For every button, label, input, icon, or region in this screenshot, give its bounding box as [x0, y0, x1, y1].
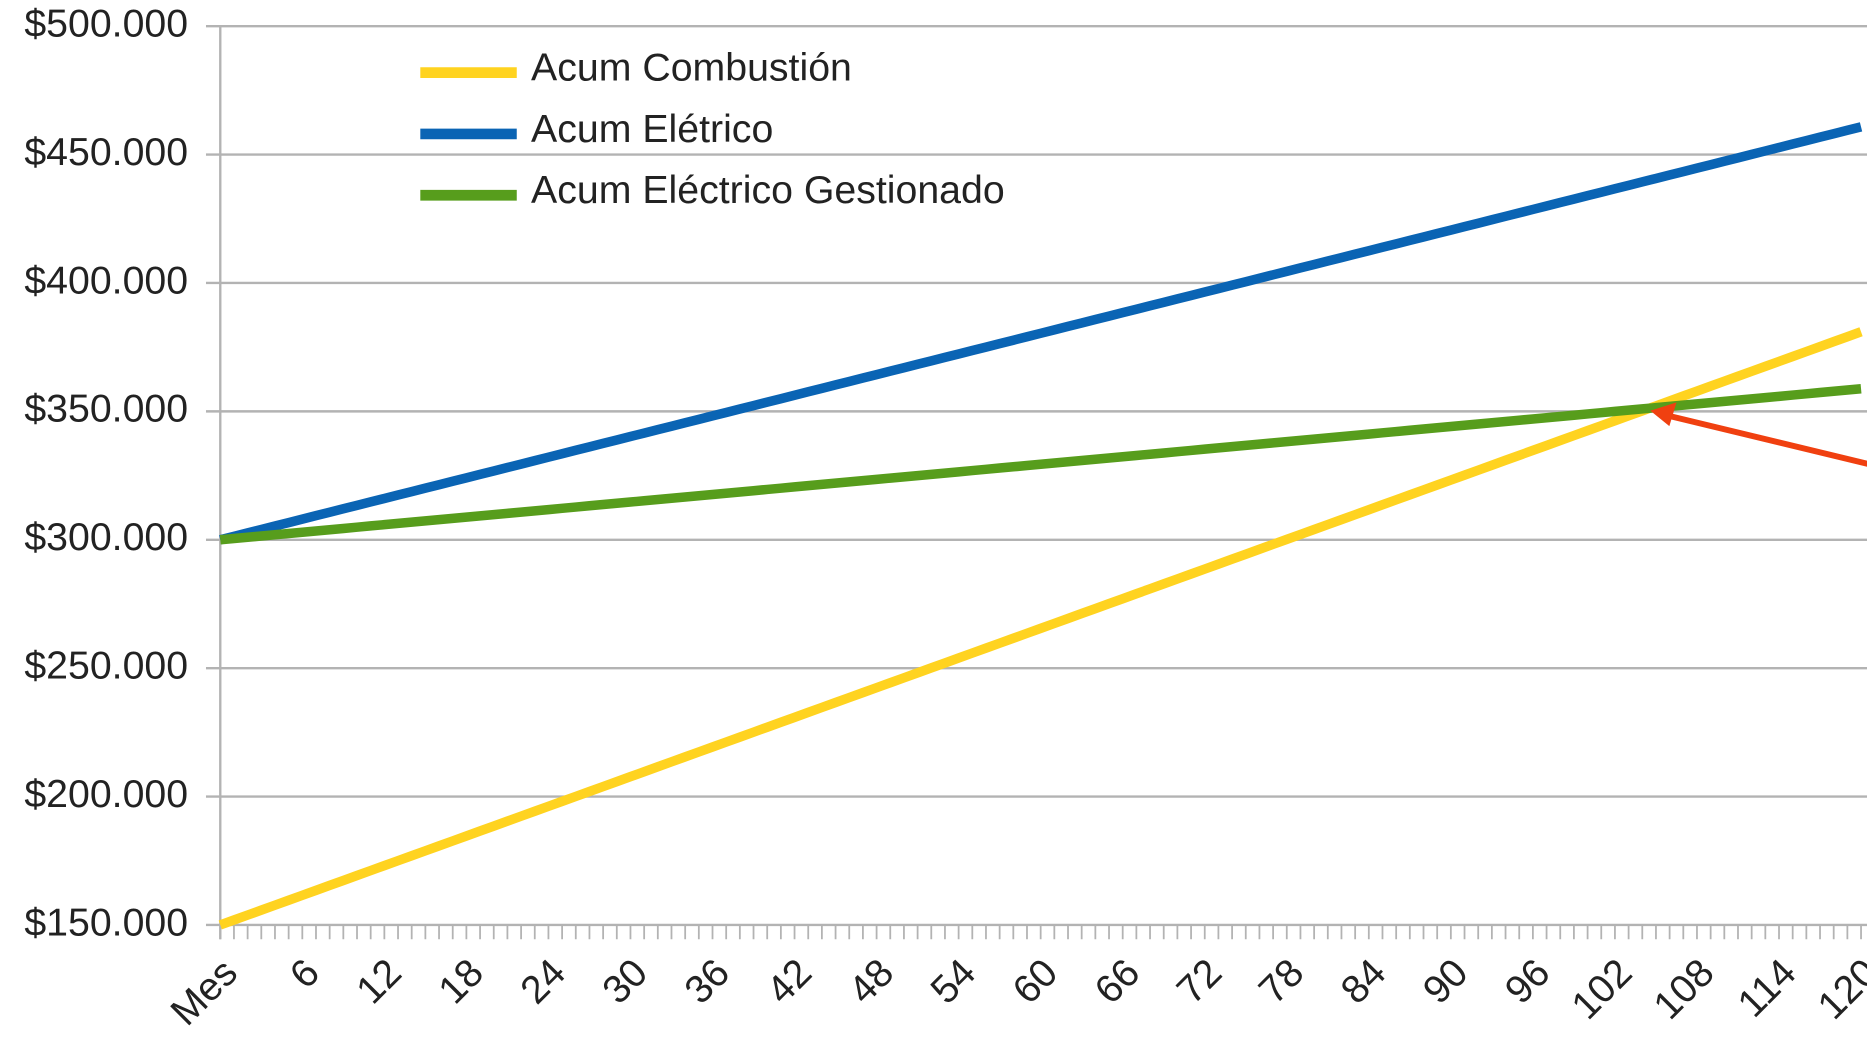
legend: Acum Combustión Acum Elétrico Acum Eléctri… — [420, 46, 1005, 212]
y-tick-label: $500.000 — [24, 2, 188, 46]
x-tick-label: 48 — [840, 950, 902, 1012]
x-tick-label: 60 — [1004, 950, 1066, 1012]
annotation-arrow — [1650, 402, 1867, 467]
y-tick-label: $450.000 — [24, 130, 188, 174]
x-tick-label: 78 — [1250, 950, 1312, 1012]
arrow-shaft — [1661, 411, 1867, 467]
series-line — [219, 122, 1863, 545]
x-tick-label: 42 — [758, 950, 820, 1012]
x-tick-label: 30 — [594, 950, 656, 1012]
y-tick-label: $150.000 — [24, 900, 188, 944]
series-line — [219, 384, 1862, 545]
x-tick-label: 66 — [1086, 950, 1148, 1012]
series-line — [218, 327, 1863, 930]
x-tick-label: Mes — [162, 950, 246, 1034]
y-tick-label: $250.000 — [24, 644, 188, 688]
x-tick-label: 6 — [281, 950, 328, 997]
x-tick-label: 24 — [512, 950, 574, 1012]
y-tick-label: $300.000 — [24, 515, 188, 559]
x-tick-label: 120 — [1809, 950, 1867, 1027]
x-tick-label: 102 — [1563, 950, 1640, 1027]
y-tick-label: $200.000 — [24, 772, 188, 816]
x-tick-label: 90 — [1414, 950, 1476, 1012]
x-tick-label: 96 — [1496, 950, 1558, 1012]
legend-label: Acum Eléctrico Gestionado — [531, 168, 1005, 212]
x-tick-label: 36 — [676, 950, 738, 1012]
lines — [218, 122, 1863, 930]
x-tick-label: 72 — [1168, 950, 1230, 1012]
x-tick-label: 18 — [430, 950, 492, 1012]
x-tick-label: 12 — [348, 950, 410, 1012]
legend-label: Acum Elétrico — [531, 107, 773, 151]
y-tick-label: $350.000 — [24, 387, 188, 431]
x-tick-label: 84 — [1332, 950, 1394, 1012]
arrow-head — [1650, 402, 1677, 427]
y-tick-label: $400.000 — [24, 258, 188, 302]
x-tick-label: 114 — [1729, 950, 1804, 1025]
legend-label: Acum Combustión — [531, 46, 852, 90]
x-tick-label: 108 — [1645, 950, 1722, 1027]
x-tick-label: 54 — [922, 950, 984, 1012]
